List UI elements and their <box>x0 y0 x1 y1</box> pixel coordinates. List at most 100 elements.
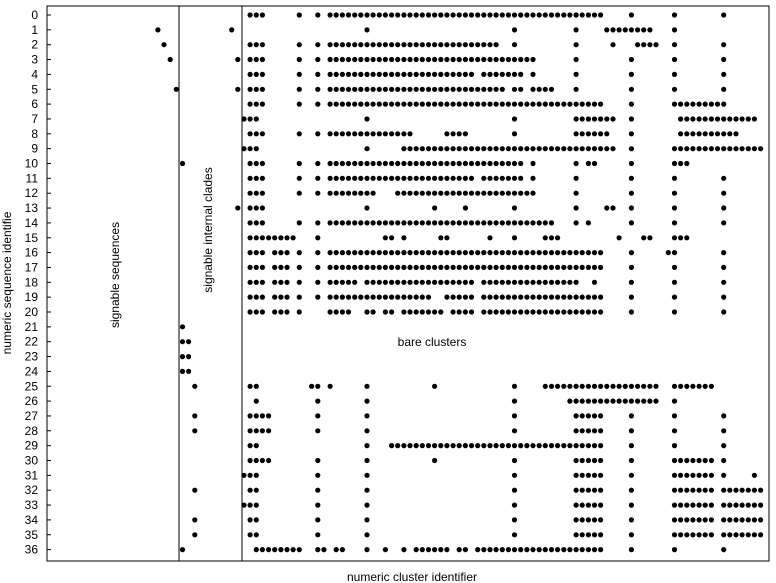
data-point <box>518 71 524 77</box>
data-point <box>444 264 450 270</box>
data-point <box>339 190 345 196</box>
data-point <box>395 71 401 77</box>
data-point <box>315 264 321 270</box>
data-point <box>364 294 370 300</box>
data-point <box>536 101 542 107</box>
data-point <box>585 398 592 404</box>
data-point <box>401 131 407 137</box>
data-point <box>345 71 352 77</box>
data-point <box>450 86 456 92</box>
data-point <box>628 250 635 256</box>
data-point <box>591 116 598 122</box>
data-point <box>450 190 456 196</box>
data-point <box>456 71 462 77</box>
data-point <box>721 205 727 211</box>
data-point <box>671 517 678 523</box>
data-point <box>401 235 407 241</box>
y-tick-label: 34 <box>25 513 39 527</box>
data-point <box>733 131 739 137</box>
data-point <box>296 279 302 285</box>
data-point <box>555 12 561 18</box>
data-point <box>573 472 579 478</box>
data-point <box>253 175 259 181</box>
data-point <box>628 294 635 300</box>
data-point <box>253 12 259 18</box>
data-point <box>419 547 425 553</box>
data-point <box>389 160 395 167</box>
data-point <box>309 383 315 389</box>
data-point <box>591 472 598 478</box>
data-point <box>247 472 253 478</box>
data-point <box>413 220 419 226</box>
data-point <box>505 160 511 167</box>
data-point <box>622 27 628 33</box>
data-point <box>530 86 536 92</box>
data-point <box>247 502 253 508</box>
data-point <box>696 146 702 152</box>
data-point <box>247 116 253 122</box>
y-tick-label: 15 <box>25 231 39 245</box>
data-point <box>591 547 598 553</box>
data-point <box>579 487 585 493</box>
data-point <box>733 116 739 122</box>
data-point <box>401 294 407 300</box>
data-point <box>641 42 647 48</box>
data-point <box>561 146 567 152</box>
data-point <box>721 12 727 18</box>
data-point <box>628 502 635 508</box>
data-point <box>628 71 635 77</box>
data-point <box>702 383 708 389</box>
data-point <box>751 502 758 508</box>
data-point <box>444 56 450 63</box>
data-point <box>745 146 751 152</box>
data-point <box>253 532 259 538</box>
data-point <box>462 264 468 270</box>
data-point <box>253 398 259 404</box>
data-point <box>241 472 247 478</box>
data-point <box>259 264 265 270</box>
data-point <box>579 309 585 315</box>
data-point <box>315 532 321 538</box>
data-point <box>493 190 499 196</box>
data-point <box>401 190 407 196</box>
data-point <box>444 86 450 92</box>
data-point <box>518 309 524 315</box>
data-point <box>536 264 542 270</box>
data-point <box>389 56 395 63</box>
data-point <box>511 12 518 18</box>
data-point <box>235 86 241 92</box>
y-tick-label: 10 <box>25 157 39 171</box>
data-point <box>468 190 475 196</box>
data-point <box>505 294 511 300</box>
data-point <box>462 160 468 167</box>
data-point <box>364 279 370 285</box>
data-point <box>628 443 635 449</box>
data-point <box>628 309 635 315</box>
data-point <box>278 235 284 241</box>
data-point <box>598 146 604 152</box>
data-point <box>462 131 468 137</box>
data-point <box>438 56 444 63</box>
data-point <box>585 413 592 419</box>
data-point <box>259 235 265 241</box>
data-point <box>382 175 388 181</box>
data-point <box>511 160 518 167</box>
data-point <box>561 101 567 107</box>
data-point <box>425 160 432 167</box>
data-point <box>438 12 444 18</box>
data-point <box>468 250 475 256</box>
data-point <box>641 398 647 404</box>
y-tick-label: 27 <box>25 409 39 423</box>
data-point <box>653 398 659 404</box>
data-point <box>585 309 592 315</box>
plot-frame <box>46 5 770 562</box>
data-point <box>628 12 635 18</box>
data-point <box>241 116 247 122</box>
y-tick-label: 8 <box>31 127 38 141</box>
data-point <box>499 160 505 167</box>
data-point <box>413 146 419 152</box>
data-point <box>259 457 265 464</box>
data-point <box>641 27 647 33</box>
data-point <box>266 428 272 434</box>
data-point <box>315 220 321 226</box>
